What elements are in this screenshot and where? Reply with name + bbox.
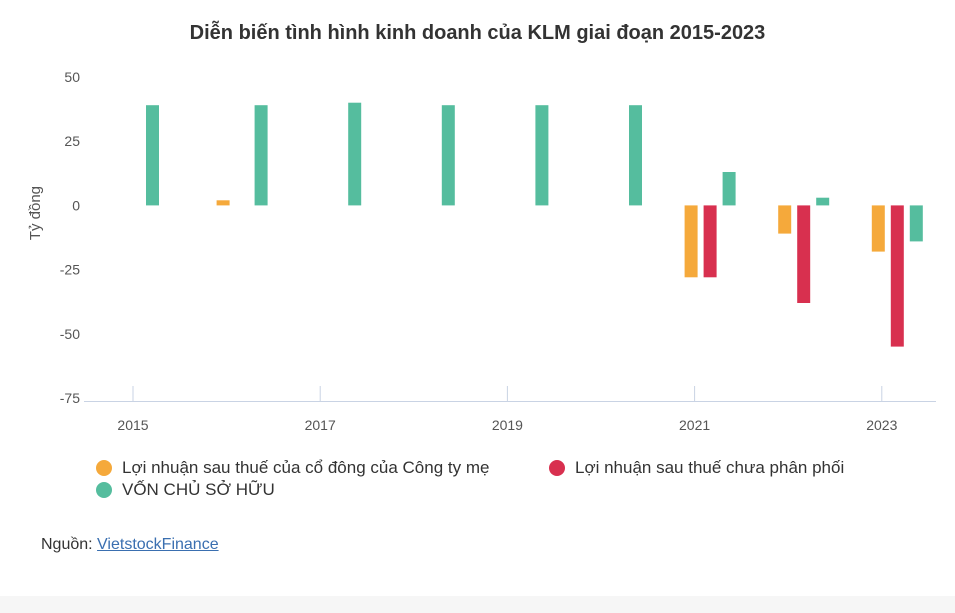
x-tick-label: 2021 <box>679 417 710 433</box>
x-tick-label: 2017 <box>305 417 336 433</box>
bar <box>703 205 717 278</box>
bar <box>797 205 811 303</box>
bars <box>146 102 923 347</box>
bar <box>254 105 268 206</box>
chart-plot: 50 25 0 -25 -50 -75 2015 2017 2019 2021 2023 Tỷ đ… <box>27 69 936 433</box>
y-tick-label: 50 <box>64 69 80 85</box>
bar <box>722 172 736 206</box>
bar <box>871 205 885 252</box>
legend-label: Lợi nhuận sau thuế chưa phân phối <box>575 458 845 477</box>
legend-swatch <box>549 460 565 476</box>
y-tick-label: 0 <box>72 197 80 213</box>
legend-label: Lợi nhuận sau thuế của cổ đông của Công … <box>122 458 490 477</box>
bar <box>909 205 923 242</box>
bar <box>890 205 904 347</box>
chart-title: Diễn biến tình hình kinh doanh của KLM g… <box>189 22 766 44</box>
source-label: Nguồn: <box>41 536 93 553</box>
bar <box>684 205 698 278</box>
bar <box>778 205 792 234</box>
bar <box>535 105 549 206</box>
source-link[interactable]: VietstockFinance <box>97 536 219 553</box>
x-axis: 2015 2017 2019 2021 2023 <box>117 386 898 433</box>
y-axis: 50 25 0 -25 -50 -75 <box>60 69 80 406</box>
source-note: Nguồn: VietstockFinance <box>41 536 219 554</box>
bar <box>216 200 230 206</box>
legend-swatch <box>96 460 112 476</box>
y-tick-label: -75 <box>60 390 80 406</box>
y-axis-label: Tỷ đồng <box>27 186 44 240</box>
bar <box>146 105 159 206</box>
y-tick-label: -25 <box>60 262 80 278</box>
bar <box>348 102 362 206</box>
x-tick-label: 2019 <box>492 417 523 433</box>
legend-item[interactable]: Lợi nhuận sau thuế của cổ đông của Công … <box>96 458 489 478</box>
legend-swatch <box>96 482 112 498</box>
x-tick-label: 2023 <box>866 417 897 433</box>
legend-item[interactable]: Lợi nhuận sau thuế chưa phân phối <box>549 458 844 478</box>
bar <box>441 105 455 206</box>
y-tick-label: 25 <box>64 133 80 149</box>
bar <box>816 197 830 206</box>
y-tick-label: -50 <box>60 326 80 342</box>
legend-label: VỐN CHỦ SỞ HỮU <box>122 480 275 499</box>
x-tick-label: 2015 <box>117 417 148 433</box>
legend-item[interactable]: VỐN CHỦ SỞ HỮU <box>96 480 275 500</box>
bar <box>629 105 642 206</box>
chart-card: Diễn biến tình hình kinh doanh của KLM g… <box>27 22 936 554</box>
